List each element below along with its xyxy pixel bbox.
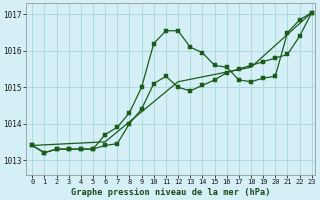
X-axis label: Graphe pression niveau de la mer (hPa): Graphe pression niveau de la mer (hPa): [71, 188, 270, 197]
